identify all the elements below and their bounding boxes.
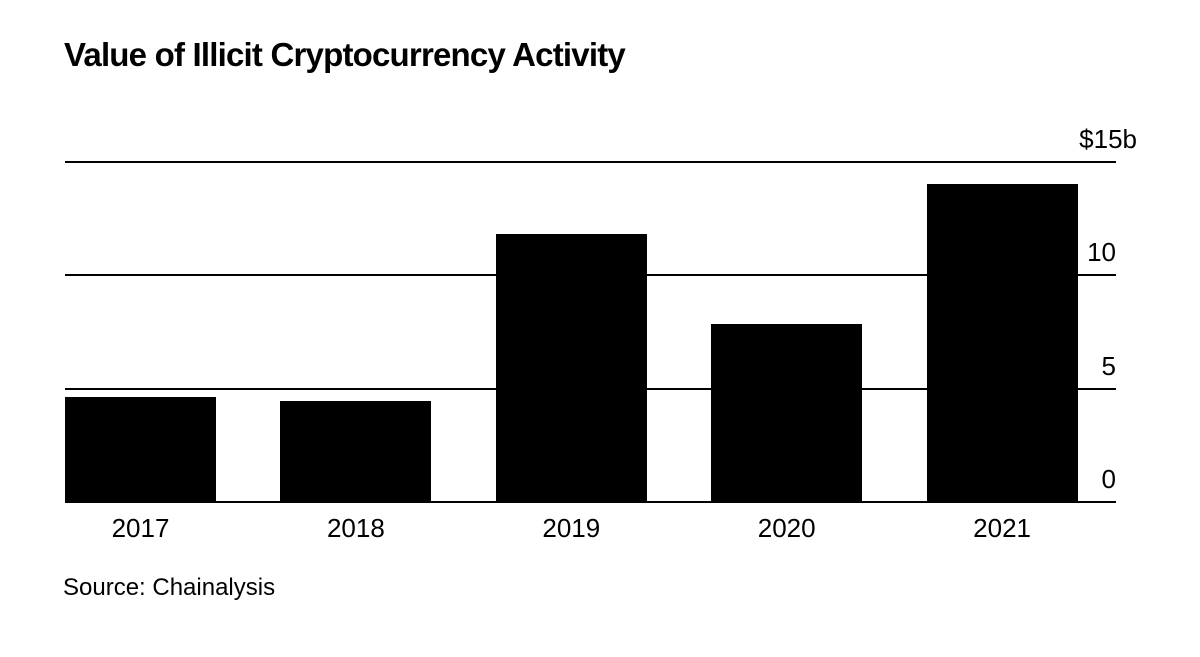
x-axis-tick-2020: 2020 bbox=[757, 513, 816, 543]
chart-title: Value of Illicit Cryptocurrency Activity bbox=[64, 36, 626, 73]
bar-2019 bbox=[495, 233, 647, 503]
y-axis-tick-15: $15b bbox=[1079, 124, 1137, 154]
bar-chart-plot-area bbox=[65, 161, 1116, 503]
y-axis-tick-0: 0 bbox=[1101, 464, 1116, 494]
bar-2017 bbox=[65, 396, 216, 503]
source-credit: Source: Chainalysis bbox=[63, 574, 276, 601]
bar-2018 bbox=[280, 401, 432, 503]
bar-2020 bbox=[711, 324, 863, 503]
bar-2021 bbox=[926, 183, 1078, 503]
x-axis-tick-2017: 2017 bbox=[111, 513, 170, 543]
gridline-15 bbox=[65, 161, 1116, 163]
y-axis-tick-5: 5 bbox=[1101, 350, 1116, 381]
x-axis-tick-2018: 2018 bbox=[326, 513, 385, 543]
x-axis-tick-2019: 2019 bbox=[542, 513, 601, 543]
x-axis-tick-2021: 2021 bbox=[973, 513, 1032, 543]
y-axis-tick-10: 10 bbox=[1087, 237, 1116, 268]
